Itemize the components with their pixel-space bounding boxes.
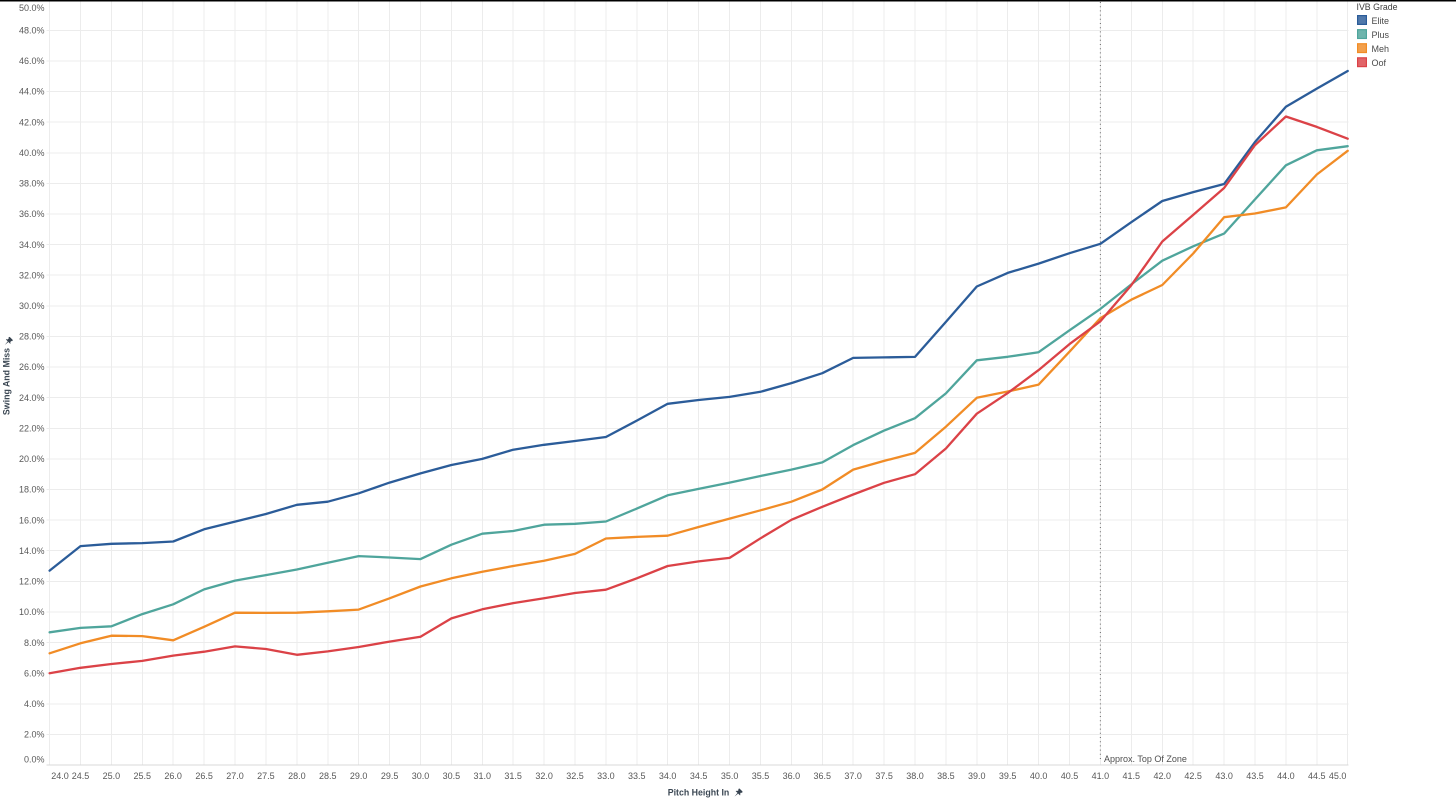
svg-text:14.0%: 14.0% [19,546,45,556]
svg-text:42.0%: 42.0% [19,117,45,127]
svg-text:Plus: Plus [1372,30,1390,40]
svg-text:33.0: 33.0 [597,771,615,781]
svg-text:32.0: 32.0 [535,771,553,781]
svg-text:22.0%: 22.0% [19,424,45,434]
svg-text:39.5: 39.5 [999,771,1017,781]
svg-text:26.0: 26.0 [164,771,182,781]
svg-text:Approx. Top Of Zone: Approx. Top Of Zone [1104,754,1187,764]
svg-text:33.5: 33.5 [628,771,646,781]
svg-text:31.0: 31.0 [474,771,492,781]
svg-text:36.0%: 36.0% [19,209,45,219]
svg-text:8.0%: 8.0% [24,638,45,648]
svg-text:IVB Grade: IVB Grade [1357,2,1398,12]
svg-text:29.5: 29.5 [381,771,399,781]
svg-text:25.0: 25.0 [103,771,121,781]
svg-text:16.0%: 16.0% [19,515,45,525]
svg-text:20.0%: 20.0% [19,454,45,464]
svg-text:43.5: 43.5 [1246,771,1264,781]
svg-text:41.5: 41.5 [1123,771,1141,781]
svg-text:Elite: Elite [1372,16,1390,26]
svg-text:32.5: 32.5 [566,771,584,781]
svg-text:43.0: 43.0 [1215,771,1233,781]
svg-text:38.0%: 38.0% [19,179,45,189]
svg-text:38.0: 38.0 [906,771,924,781]
svg-text:42.0: 42.0 [1154,771,1172,781]
svg-text:50.0%: 50.0% [19,3,45,13]
svg-text:26.5: 26.5 [195,771,213,781]
svg-text:40.5: 40.5 [1061,771,1079,781]
svg-text:35.5: 35.5 [752,771,770,781]
svg-text:30.5: 30.5 [443,771,461,781]
svg-text:24.0: 24.0 [51,771,69,781]
svg-text:41.0: 41.0 [1092,771,1110,781]
svg-text:12.0%: 12.0% [19,577,45,587]
svg-text:28.5: 28.5 [319,771,337,781]
svg-text:38.5: 38.5 [937,771,955,781]
svg-text:34.5: 34.5 [690,771,708,781]
svg-text:34.0%: 34.0% [19,240,45,250]
svg-text:32.0%: 32.0% [19,270,45,280]
svg-text:36.5: 36.5 [814,771,832,781]
svg-text:37.5: 37.5 [875,771,893,781]
svg-text:46.0%: 46.0% [19,56,45,66]
svg-text:0.0%: 0.0% [24,755,45,765]
svg-text:42.5: 42.5 [1184,771,1202,781]
svg-text:31.5: 31.5 [504,771,522,781]
svg-text:18.0%: 18.0% [19,485,45,495]
svg-text:45.0: 45.0 [1329,771,1347,781]
svg-text:29.0: 29.0 [350,771,368,781]
svg-text:27.0: 27.0 [226,771,244,781]
svg-text:30.0%: 30.0% [19,301,45,311]
svg-text:44.0%: 44.0% [19,87,45,97]
svg-text:4.0%: 4.0% [24,699,45,709]
svg-text:10.0%: 10.0% [19,607,45,617]
svg-text:48.0%: 48.0% [19,26,45,36]
svg-text:39.0: 39.0 [968,771,986,781]
svg-text:44.0: 44.0 [1277,771,1295,781]
svg-text:24.0%: 24.0% [19,393,45,403]
svg-text:Swing And Miss: Swing And Miss [2,348,12,415]
svg-text:36.0: 36.0 [783,771,801,781]
svg-text:26.0%: 26.0% [19,362,45,372]
svg-text:Pitch Height In: Pitch Height In [668,787,730,797]
svg-text:24.5: 24.5 [72,771,90,781]
svg-text:44.5: 44.5 [1308,771,1326,781]
svg-text:34.0: 34.0 [659,771,677,781]
svg-text:40.0%: 40.0% [19,148,45,158]
svg-text:28.0: 28.0 [288,771,306,781]
svg-text:Oof: Oof [1372,58,1387,68]
svg-text:28.0%: 28.0% [19,332,45,342]
svg-text:37.0: 37.0 [844,771,862,781]
svg-text:35.0: 35.0 [721,771,739,781]
svg-text:30.0: 30.0 [412,771,430,781]
svg-text:27.5: 27.5 [257,771,275,781]
svg-text:6.0%: 6.0% [24,668,45,678]
svg-text:40.0: 40.0 [1030,771,1048,781]
svg-text:25.5: 25.5 [134,771,152,781]
svg-text:2.0%: 2.0% [24,730,45,740]
svg-text:Meh: Meh [1372,44,1390,54]
